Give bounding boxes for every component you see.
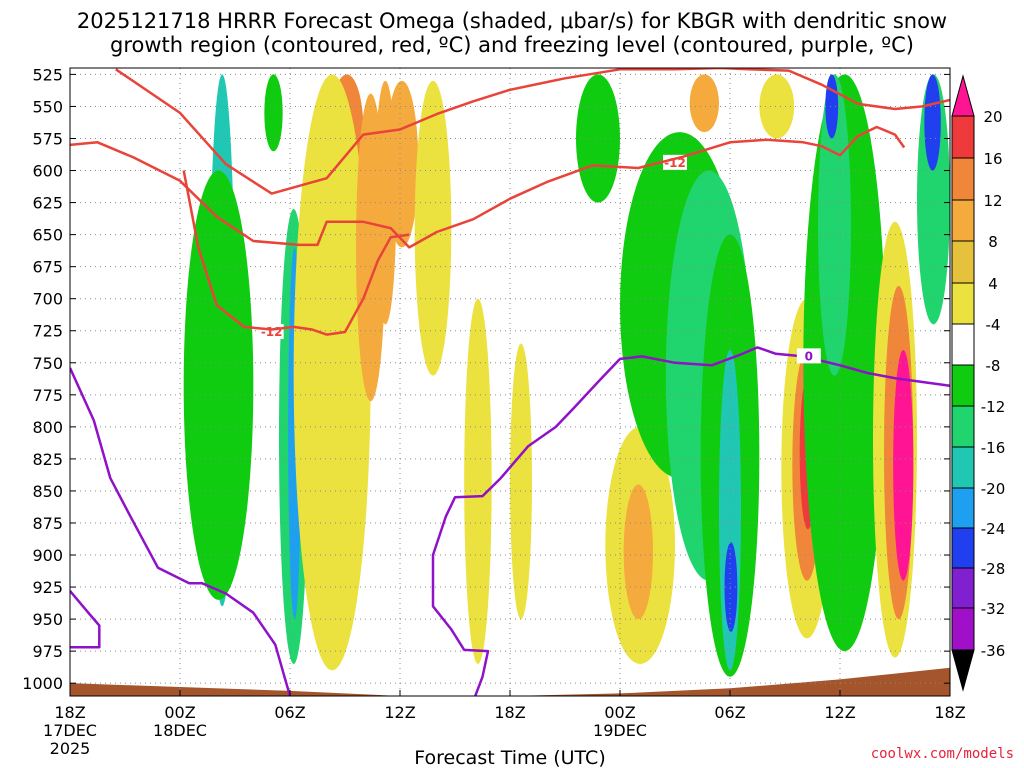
y-tick-label: 825 bbox=[32, 450, 63, 469]
colorbar-label: 8 bbox=[988, 233, 998, 251]
colorbar-segment bbox=[951, 74, 975, 117]
omega-cell bbox=[576, 74, 620, 203]
y-tick-label: 975 bbox=[32, 642, 63, 661]
contour-line bbox=[182, 170, 410, 336]
omega-cell bbox=[689, 74, 719, 133]
colorbar-label: 12 bbox=[983, 192, 1002, 210]
colorbar: 20 16 12 8 4 -4 -8 -12 -16 -20 -24 -28 -32 -36 bbox=[951, 74, 1006, 692]
contour-label-bg bbox=[663, 154, 687, 170]
x-tick-label: 18Z bbox=[934, 703, 965, 722]
contour-line bbox=[70, 590, 101, 649]
omega-cell bbox=[623, 484, 653, 620]
x-tick-label: 18Z bbox=[54, 703, 85, 722]
y-tick-label: 900 bbox=[32, 546, 63, 565]
colorbar-segment bbox=[951, 607, 975, 651]
x-tick-label: 00Z bbox=[604, 703, 635, 722]
colorbar-segment bbox=[951, 115, 975, 159]
colorbar-segment bbox=[951, 364, 975, 407]
colorbar-segment bbox=[951, 282, 975, 325]
omega-cell bbox=[385, 80, 419, 248]
colorbar-label: -12 bbox=[981, 398, 1006, 416]
y-tick-label: 600 bbox=[32, 162, 63, 181]
contour-line bbox=[115, 68, 950, 195]
colorbar-label: -36 bbox=[981, 642, 1006, 660]
x-tick-date: 18DEC bbox=[153, 721, 207, 740]
y-tick-label: 1000 bbox=[22, 674, 63, 693]
y-tick-label: 650 bbox=[32, 226, 63, 245]
colorbar-segment bbox=[951, 527, 975, 569]
colorbar-segment bbox=[951, 199, 975, 242]
omega-cell bbox=[510, 343, 532, 620]
y-tick-label: 750 bbox=[32, 354, 63, 373]
contour-lines: -12-120 bbox=[70, 68, 950, 696]
y-tick-label: 525 bbox=[32, 65, 63, 84]
x-tick-year: 2025 bbox=[50, 739, 91, 758]
colorbar-label: 4 bbox=[988, 275, 998, 293]
colorbar-segment bbox=[951, 405, 975, 448]
colorbar-segment bbox=[951, 157, 975, 201]
omega-cell bbox=[464, 298, 492, 664]
y-tick-label: 725 bbox=[32, 322, 63, 341]
colorbar-label: -28 bbox=[981, 560, 1006, 578]
y-tick-label: 800 bbox=[32, 418, 63, 437]
colorbar-label: -20 bbox=[981, 480, 1006, 498]
colorbar-segment bbox=[951, 649, 975, 692]
colorbar-segment bbox=[951, 446, 975, 489]
colorbar-label: -4 bbox=[986, 316, 1001, 334]
title-line-1: 2025121718 HRRR Forecast Omega (shaded, … bbox=[77, 9, 947, 33]
y-tick-label: 875 bbox=[32, 514, 63, 533]
y-tick-label: 550 bbox=[32, 97, 63, 116]
y-tick-label: 575 bbox=[32, 129, 63, 148]
colorbar-label: 16 bbox=[983, 150, 1002, 168]
x-tick-label: 06Z bbox=[714, 703, 745, 722]
omega-cell bbox=[759, 74, 795, 139]
contour-label-bg bbox=[796, 348, 821, 364]
x-tick-date: 19DEC bbox=[593, 721, 647, 740]
y-tick-label: 775 bbox=[32, 386, 63, 405]
colorbar-label: 20 bbox=[983, 108, 1002, 126]
x-tick-label: 12Z bbox=[384, 703, 415, 722]
title-line-2: growth region (contoured, red, ºC) and f… bbox=[110, 33, 914, 57]
omega-cell bbox=[825, 74, 839, 139]
colorbar-label: -16 bbox=[981, 439, 1006, 457]
x-tick-label: 00Z bbox=[164, 703, 195, 722]
x-axis-title: Forecast Time (UTC) bbox=[414, 747, 605, 768]
colorbar-segment bbox=[951, 567, 975, 609]
x-tick-label: 06Z bbox=[274, 703, 305, 722]
omega-shading bbox=[183, 74, 950, 677]
contour-label: -12 bbox=[261, 325, 283, 339]
y-axis: 525 550 575 600 625 650 675 700 725 750 775 800 825 8… bbox=[22, 65, 950, 693]
x-tick-date: 17DEC bbox=[43, 721, 97, 740]
credit-text: coolwx.com/models bbox=[871, 746, 1014, 762]
x-tick-label: 12Z bbox=[824, 703, 855, 722]
colorbar-segment bbox=[951, 323, 975, 366]
omega-cell bbox=[414, 80, 452, 376]
y-tick-label: 700 bbox=[32, 290, 63, 309]
y-tick-label: 850 bbox=[32, 482, 63, 501]
colorbar-label: -32 bbox=[981, 600, 1006, 618]
colorbar-segment bbox=[951, 487, 975, 529]
omega-cell bbox=[924, 74, 941, 171]
contour-label: 0 bbox=[805, 349, 813, 363]
omega-cell bbox=[893, 349, 914, 581]
y-tick-label: 950 bbox=[32, 610, 63, 629]
colorbar-label: -24 bbox=[981, 520, 1006, 538]
contour-line bbox=[431, 346, 950, 696]
colorbar-label: -8 bbox=[986, 357, 1001, 375]
y-tick-label: 625 bbox=[32, 194, 63, 213]
grid-lines bbox=[69, 68, 951, 696]
contour-line bbox=[70, 367, 292, 696]
omega-cell bbox=[183, 170, 254, 600]
colorbar-segment bbox=[951, 240, 975, 284]
y-tick-label: 675 bbox=[32, 258, 63, 277]
omega-cell bbox=[293, 74, 371, 671]
contour-line bbox=[70, 125, 906, 249]
omega-cell bbox=[264, 74, 283, 152]
x-tick-label: 18Z bbox=[494, 703, 525, 722]
y-tick-label: 925 bbox=[32, 578, 63, 597]
